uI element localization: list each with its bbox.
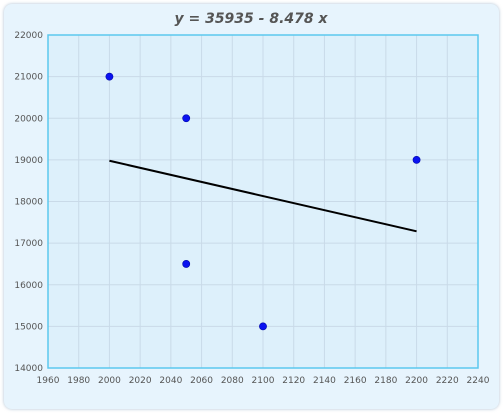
y-tick-label: 14000 [14, 364, 43, 374]
x-tick-label: 2000 [98, 376, 121, 386]
x-tick-label: 2240 [467, 376, 490, 386]
x-tick-label: 2200 [405, 376, 428, 386]
trendline [109, 159, 417, 233]
data-point[interactable] [412, 155, 421, 164]
x-tick-label: 2160 [344, 376, 367, 386]
y-tick-label: 15000 [14, 322, 43, 332]
x-tick-label: 2180 [374, 376, 397, 386]
x-tick-label: 2220 [436, 376, 459, 386]
trendline-group [109, 159, 417, 233]
x-tick-label: 2120 [282, 376, 305, 386]
y-tick-label: 22000 [14, 31, 43, 41]
data-point[interactable] [259, 322, 267, 331]
y-tick-label: 17000 [14, 239, 43, 249]
x-tick-label: 2080 [221, 376, 244, 386]
y-tick-label: 16000 [14, 281, 43, 291]
y-tick-label: 18000 [14, 198, 43, 208]
x-tick-label: 2060 [190, 376, 213, 386]
x-tick-label: 2020 [129, 376, 152, 386]
x-tick-label: 2140 [313, 376, 336, 386]
y-tick-label: 21000 [14, 73, 43, 83]
data-point[interactable] [182, 260, 191, 268]
tick-labels: 1960 1980 2000 2020 2040 2060 2080 2100 2120 2140… [14, 31, 489, 386]
x-tick-label: 2100 [252, 376, 275, 386]
data-points [105, 72, 421, 331]
chart-title: y = 35935 - 8.478 x [174, 11, 328, 27]
x-tick-label: 2040 [159, 376, 182, 386]
data-point[interactable] [105, 72, 114, 81]
x-tick-label: 1980 [67, 376, 90, 386]
plot-border [47, 34, 479, 369]
y-tick-label: 20000 [14, 114, 43, 124]
y-tick-label: 19000 [14, 156, 43, 166]
x-tick-label: 1960 [37, 376, 60, 386]
data-point[interactable] [182, 114, 191, 123]
